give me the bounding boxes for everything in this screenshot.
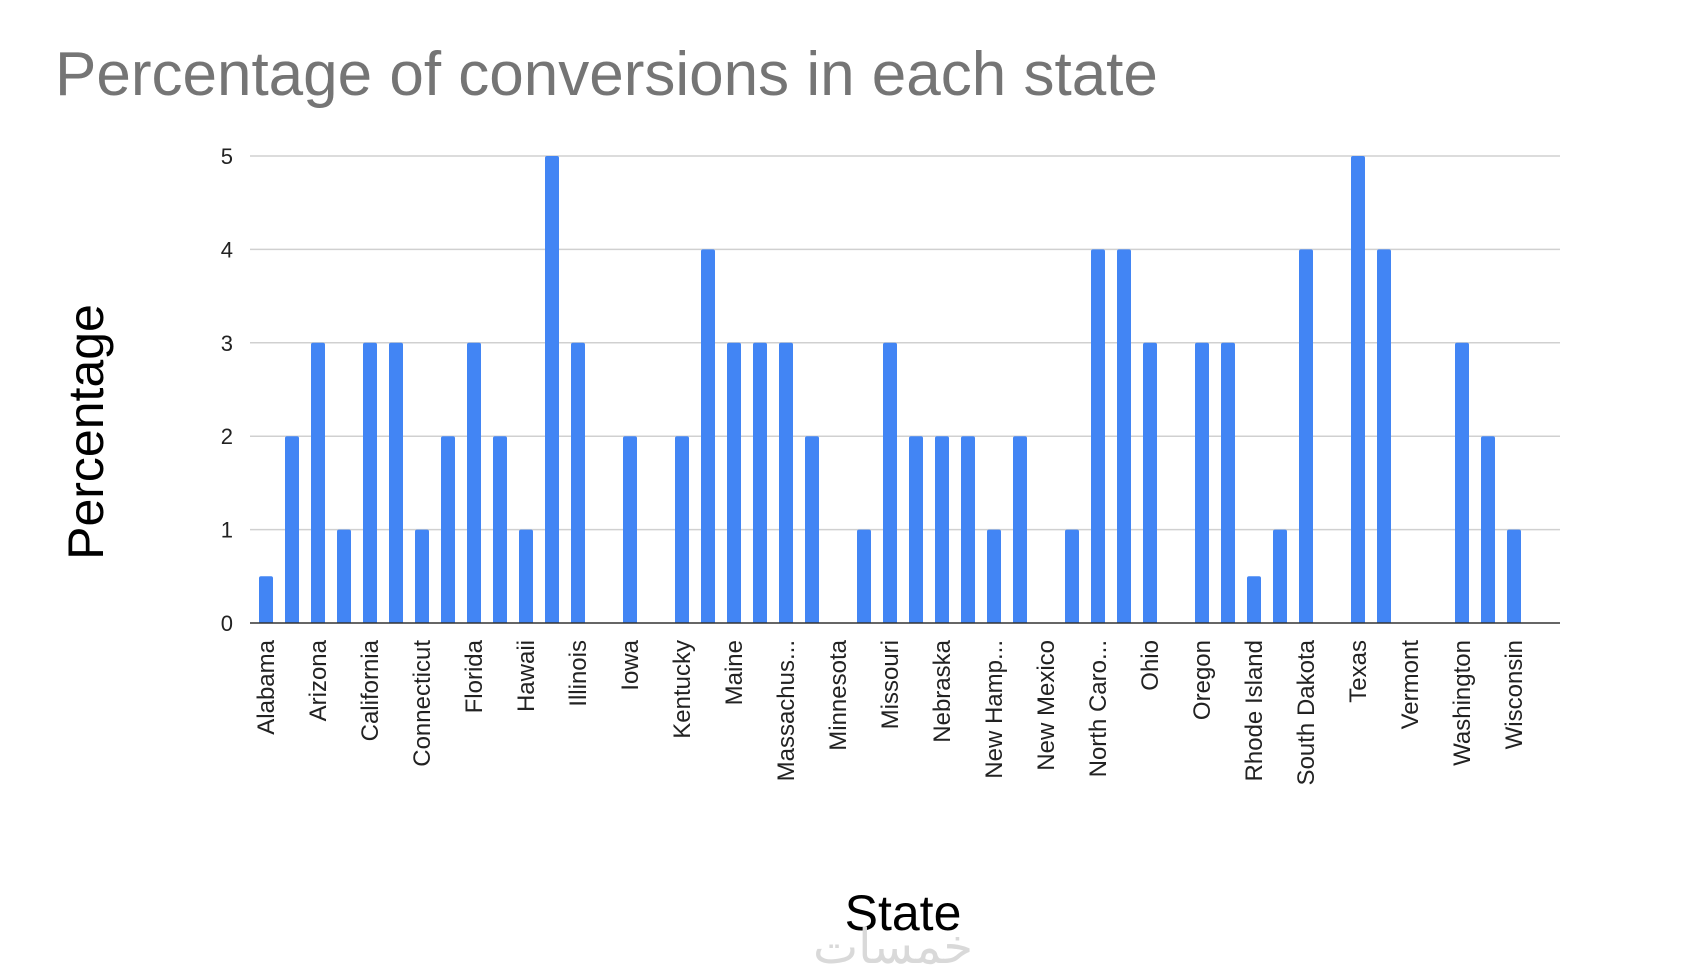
x-tick-label: North Caro... <box>1085 640 1112 777</box>
y-tick-label: 4 <box>221 237 233 262</box>
x-tick-label: Nebraska <box>929 639 956 742</box>
y-tick-label: 3 <box>221 331 233 356</box>
x-tick-label: Missouri <box>877 640 904 729</box>
bar <box>883 342 897 623</box>
x-tick-label: Wisconsin <box>1501 640 1528 749</box>
x-tick-label: Connecticut <box>409 640 436 767</box>
x-tick-label: Ohio <box>1137 640 1164 691</box>
bar <box>987 529 1001 623</box>
x-tick-label: Florida <box>461 639 488 713</box>
x-tick-label: Alabama <box>253 639 280 734</box>
bar <box>805 436 819 623</box>
bar <box>415 529 429 623</box>
bar <box>337 529 351 623</box>
x-tick-label: New Mexico <box>1033 640 1060 771</box>
x-tick-label: Illinois <box>565 640 592 707</box>
bar <box>1377 249 1391 623</box>
y-tick-label: 0 <box>221 611 233 636</box>
bar <box>623 436 637 623</box>
bar <box>909 436 923 623</box>
y-tick-label: 5 <box>221 144 233 169</box>
x-tick-label: Rhode Island <box>1241 640 1268 781</box>
x-tick-label: Maine <box>721 640 748 705</box>
bar <box>753 342 767 623</box>
y-axis-ticks: 0 1 2 3 4 5 <box>221 144 233 636</box>
bar <box>1195 342 1209 623</box>
bar <box>571 342 585 623</box>
bar <box>545 156 559 623</box>
bar <box>1481 436 1495 623</box>
x-tick-label: Washington <box>1449 640 1476 766</box>
x-tick-label: Hawaii <box>513 640 540 712</box>
bar <box>1221 342 1235 623</box>
bar <box>467 342 481 623</box>
x-tick-label: California <box>357 639 384 741</box>
x-tick-label: South Dakota <box>1293 639 1320 785</box>
bar <box>493 436 507 623</box>
bar <box>259 576 273 623</box>
x-tick-label: Kentucky <box>669 640 696 739</box>
x-tick-label: Iowa <box>617 639 644 690</box>
bar <box>1351 156 1365 623</box>
bar <box>1273 529 1287 623</box>
y-tick-label: 2 <box>221 424 233 449</box>
bar <box>1299 249 1313 623</box>
bar <box>1013 436 1027 623</box>
y-axis-title: Percentage <box>58 304 114 560</box>
bar <box>727 342 741 623</box>
x-tick-label: New Hamp... <box>981 640 1008 779</box>
bar <box>675 436 689 623</box>
bar <box>441 436 455 623</box>
watermark: خمسات <box>813 919 973 970</box>
bar <box>961 436 975 623</box>
x-tick-label: Massachus... <box>773 640 800 781</box>
y-tick-label: 1 <box>221 518 233 543</box>
bar <box>857 529 871 623</box>
bar <box>519 529 533 623</box>
chart-title: Percentage of conversions in each state <box>55 40 1158 109</box>
bar <box>779 342 793 623</box>
bar <box>1507 529 1521 623</box>
bar <box>1091 249 1105 623</box>
bar <box>285 436 299 623</box>
x-tick-label: Texas <box>1345 640 1372 703</box>
bar <box>701 249 715 623</box>
bar <box>1455 342 1469 623</box>
bar <box>1247 576 1261 623</box>
bar <box>389 342 403 623</box>
bar <box>935 436 949 623</box>
x-tick-label: Oregon <box>1189 640 1216 720</box>
x-axis-ticks: Alabama Arizona California Connecticut Flori… <box>253 639 1528 785</box>
x-tick-label: Vermont <box>1397 640 1424 730</box>
bar <box>1117 249 1131 623</box>
x-tick-label: Arizona <box>305 639 332 721</box>
bars <box>259 156 1521 623</box>
bar <box>311 342 325 623</box>
x-axis-title: State <box>845 885 962 941</box>
bar <box>1143 342 1157 623</box>
x-tick-label: Minnesota <box>825 639 852 750</box>
bar <box>1065 529 1079 623</box>
bar <box>363 342 377 623</box>
